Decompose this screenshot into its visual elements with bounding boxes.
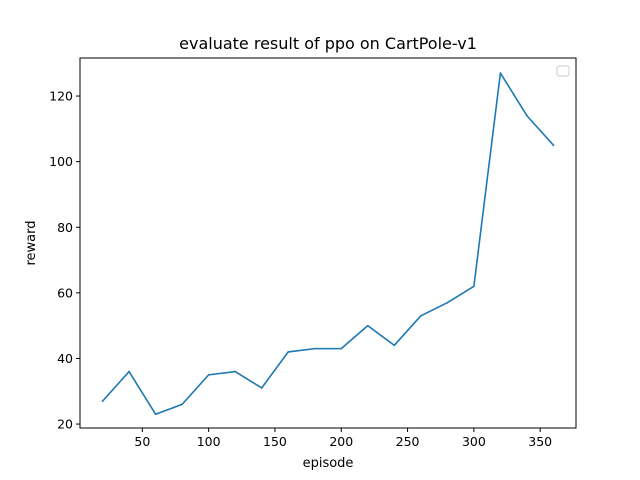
- x-tick-label: 300: [462, 434, 486, 449]
- data-point: [366, 324, 369, 327]
- x-axis-label: episode: [303, 456, 354, 471]
- plot-frame: [79, 57, 577, 429]
- series-line: [101, 72, 555, 416]
- chart-title: evaluate result of ppo on CartPole-v1: [179, 34, 477, 53]
- data-point: [446, 301, 449, 304]
- data-point: [420, 315, 422, 317]
- series-layer: [101, 72, 555, 416]
- y-tick-label: 120: [49, 89, 73, 104]
- ticks-layer: 50 100 150 200 250 300 350 20 40 60 80 100 120: [49, 89, 552, 449]
- x-tick-label: 50: [134, 434, 150, 449]
- x-tick-label: 350: [528, 434, 552, 449]
- x-tick-label: 100: [197, 434, 221, 449]
- data-point: [128, 370, 130, 373]
- data-point: [393, 344, 396, 347]
- data-point: [313, 347, 316, 350]
- data-point: [473, 285, 475, 288]
- data-point: [499, 72, 502, 74]
- data-point: [207, 374, 210, 376]
- data-point: [340, 347, 343, 350]
- y-tick-label: 60: [57, 285, 73, 300]
- data-point: [154, 413, 157, 416]
- y-tick-label: 20: [57, 417, 73, 432]
- y-axis-label: reward: [24, 220, 39, 265]
- data-point: [552, 144, 555, 147]
- data-point: [287, 351, 290, 353]
- y-tick-label: 100: [49, 154, 73, 169]
- y-tick-label: 80: [57, 220, 73, 235]
- x-tick-label: 200: [329, 434, 353, 449]
- legend-box: [556, 65, 570, 77]
- y-tick-label: 40: [57, 351, 73, 366]
- data-point: [101, 400, 104, 402]
- data-point: [260, 387, 263, 389]
- x-tick-label: 250: [396, 434, 420, 449]
- data-point: [234, 370, 236, 373]
- data-point: [526, 114, 528, 117]
- x-tick-label: 150: [263, 434, 287, 449]
- data-point: [181, 403, 183, 406]
